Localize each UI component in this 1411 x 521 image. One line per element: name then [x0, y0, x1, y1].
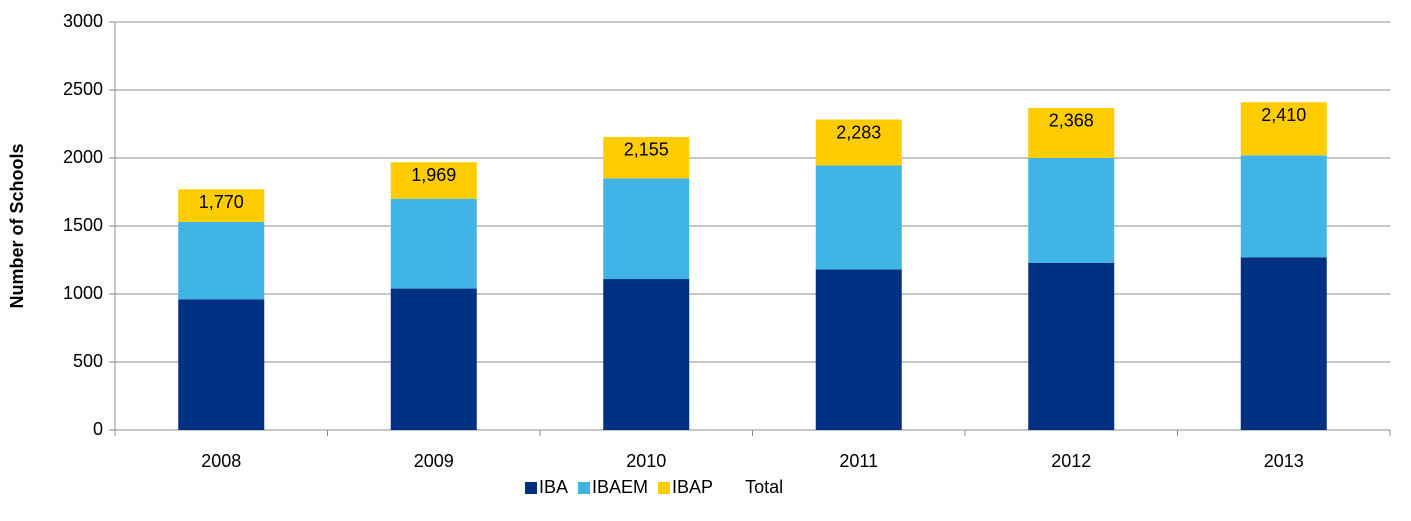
bar-segment	[1240, 155, 1327, 258]
total-label: 1,770	[199, 192, 244, 212]
total-label: 2,410	[1261, 105, 1306, 125]
bar-segment	[390, 162, 477, 199]
x-tick-label: 2008	[201, 451, 241, 471]
legend-label: IBAP	[672, 477, 713, 497]
bar-segment	[390, 198, 477, 289]
x-tick-label: 2010	[626, 451, 666, 471]
y-tick-label: 500	[73, 351, 103, 371]
bar-segment	[178, 189, 265, 222]
y-axis-label: Number of Schools	[7, 143, 27, 308]
bar-segment	[1028, 262, 1115, 430]
bar-segment	[603, 136, 690, 179]
total-label: 2,368	[1049, 111, 1094, 131]
bar-segment	[815, 165, 902, 270]
legend-label: Total	[745, 477, 783, 497]
bar-segment	[815, 269, 902, 430]
y-tick-label: 0	[93, 419, 103, 439]
bar-segment	[1028, 107, 1115, 158]
bar-segment	[1028, 158, 1115, 263]
bar-segment	[178, 299, 265, 430]
bar-segment	[815, 119, 902, 166]
legend-label: IBA	[539, 477, 568, 497]
x-tick-label: 2009	[414, 451, 454, 471]
bar-segment	[603, 178, 690, 280]
bar-segment	[1240, 257, 1327, 430]
total-label: 2,283	[836, 122, 881, 142]
y-tick-label: 3000	[63, 11, 103, 31]
legend-swatch	[578, 482, 591, 494]
legend-label: IBAEM	[592, 477, 648, 497]
bar-segment	[178, 221, 265, 300]
y-tick-label: 2500	[63, 79, 103, 99]
total-label: 2,155	[624, 140, 669, 160]
x-tick-label: 2013	[1264, 451, 1304, 471]
x-tick-label: 2012	[1051, 451, 1091, 471]
y-tick-label: 1000	[63, 283, 103, 303]
y-tick-label: 1500	[63, 215, 103, 235]
bar-segment	[603, 279, 690, 430]
legend-swatch	[525, 482, 537, 494]
legend-swatch	[658, 482, 671, 494]
bar-segment	[390, 288, 477, 430]
x-tick-label: 2011	[839, 451, 878, 471]
total-label: 1,969	[411, 165, 456, 185]
y-tick-label: 2000	[63, 147, 103, 167]
bar-segment	[1240, 102, 1327, 156]
